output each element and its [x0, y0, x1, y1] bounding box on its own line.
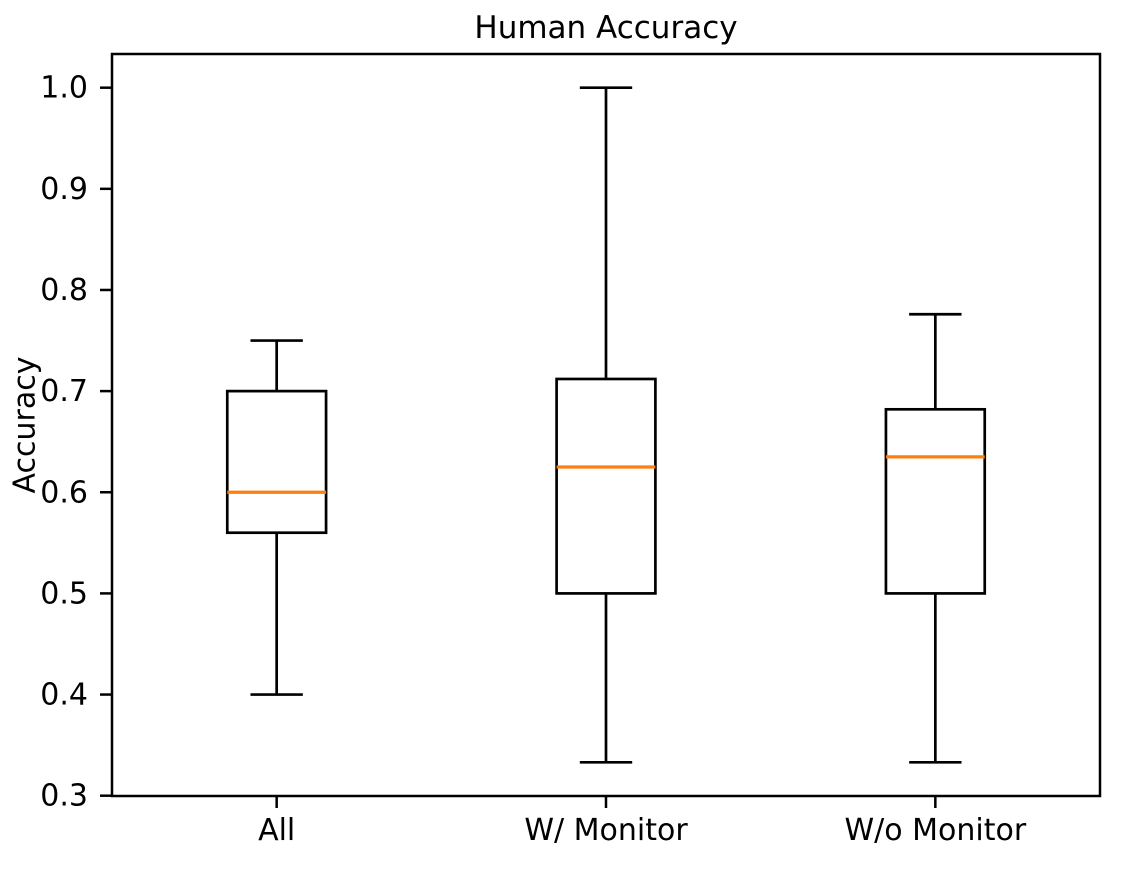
- y-tick-label: 0.8: [40, 273, 88, 308]
- y-tick-label: 0.3: [40, 779, 88, 814]
- y-tick-label: 0.5: [40, 576, 88, 611]
- chart-title: Human Accuracy: [474, 10, 738, 46]
- y-tick-label: 0.7: [40, 374, 88, 409]
- y-tick-label: 0.4: [40, 678, 88, 713]
- x-tick-label: W/o Monitor: [844, 813, 1026, 848]
- y-tick-label: 0.9: [40, 172, 88, 207]
- iqr-box: [555, 377, 657, 595]
- iqr-box: [884, 407, 987, 595]
- y-tick-label: 1.0: [40, 71, 88, 106]
- y-tick-label: 0.6: [40, 475, 88, 510]
- iqr-box: [225, 389, 328, 535]
- x-tick-label: W/ Monitor: [524, 813, 688, 848]
- x-tick-label: All: [258, 813, 295, 848]
